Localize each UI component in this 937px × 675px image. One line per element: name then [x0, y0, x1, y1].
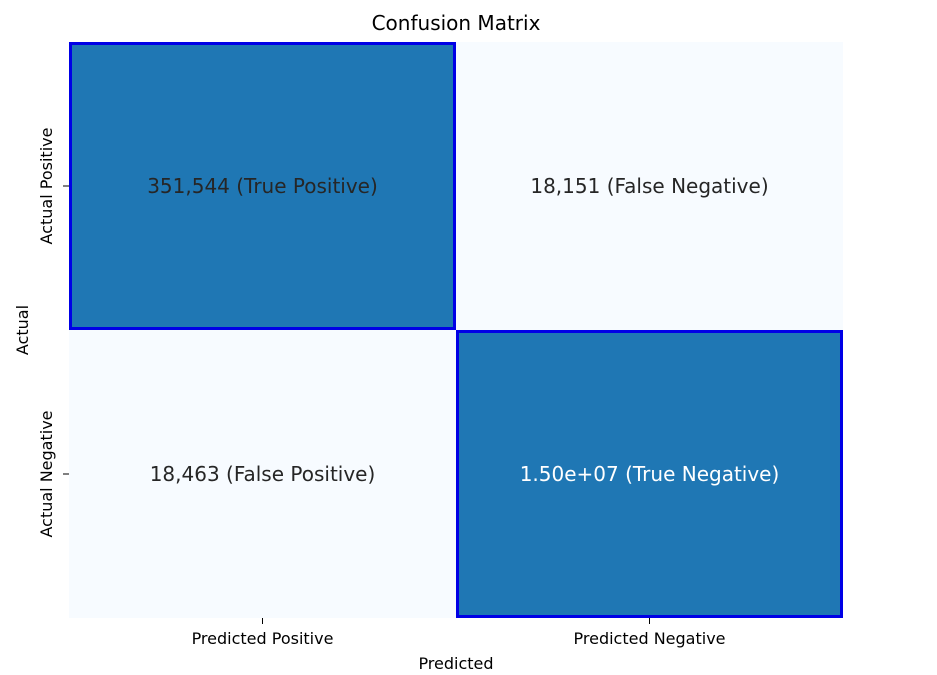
cell-value-label: 1.50e+07 (True Negative) [520, 462, 780, 486]
cell-value-label: 18,151 (False Negative) [530, 174, 768, 198]
x-tick-label: Predicted Negative [574, 629, 726, 648]
heatmap-cell-highlighted [456, 330, 843, 618]
y-ticks-group: Actual Positive Actual Negative [37, 128, 69, 538]
heatmap-cell [69, 330, 456, 618]
cell-value-label: 18,463 (False Positive) [150, 462, 376, 486]
chart-title: Confusion Matrix [372, 11, 541, 35]
heatmap-group: 351,544 (True Positive) 18,151 (False Neg… [69, 42, 843, 618]
x-tick-label: Predicted Positive [192, 629, 334, 648]
y-axis-label: Actual [13, 305, 32, 355]
x-ticks-group: Predicted Positive Predicted Negative [192, 618, 726, 648]
y-tick-label: Actual Positive [37, 128, 56, 245]
cell-value-label: 351,544 (True Positive) [147, 174, 378, 198]
y-tick-label: Actual Negative [37, 410, 56, 537]
heatmap-cell-highlighted [69, 42, 456, 330]
heatmap-cell [456, 42, 843, 330]
x-axis-label: Predicted [418, 654, 493, 673]
